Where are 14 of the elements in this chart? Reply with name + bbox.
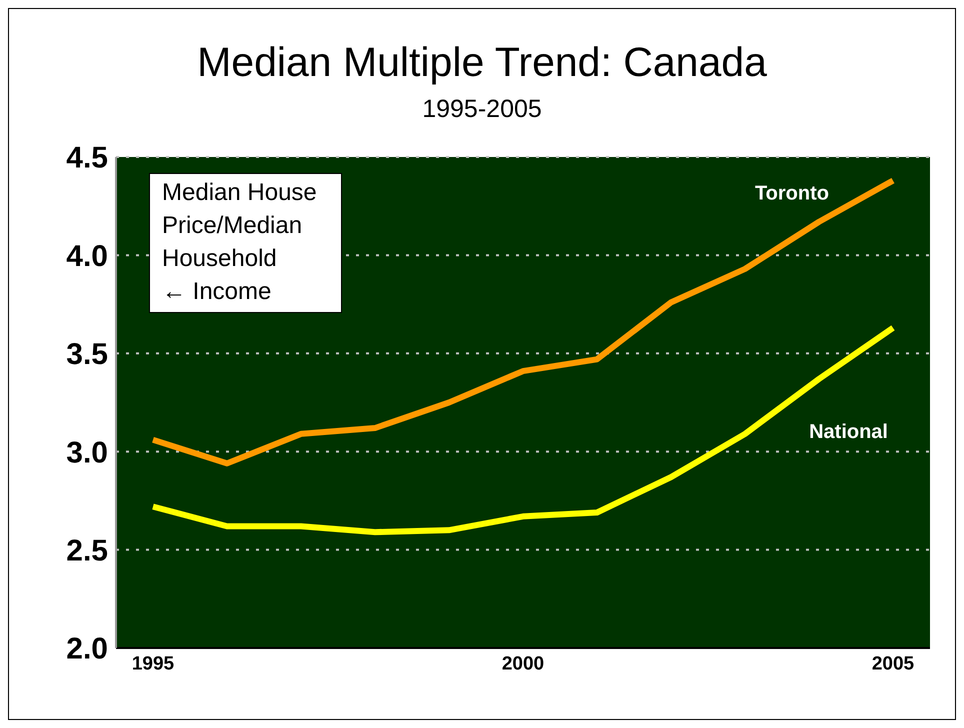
y-tick-label: 4.5: [66, 142, 108, 175]
y-tick-label: 2.0: [66, 632, 108, 666]
chart-subtitle: 1995-2005: [421, 95, 543, 124]
annotation: Median House Price/Median Household ← Income: [149, 173, 342, 313]
series-label: National: [809, 420, 888, 443]
series-label: Toronto: [754, 182, 829, 205]
y-tick-label: 4.0: [66, 240, 108, 273]
y-tick-label: 3.5: [66, 338, 108, 372]
x-tick-label: 2005: [872, 653, 915, 674]
chart-title: Median Multiple Trend: Canada: [196, 39, 768, 86]
x-tick-label: 2000: [502, 653, 544, 674]
x-tick-label: 1995: [132, 653, 175, 674]
y-tick-label: 3.0: [66, 436, 108, 470]
y-tick-label: 2.5: [66, 534, 108, 568]
